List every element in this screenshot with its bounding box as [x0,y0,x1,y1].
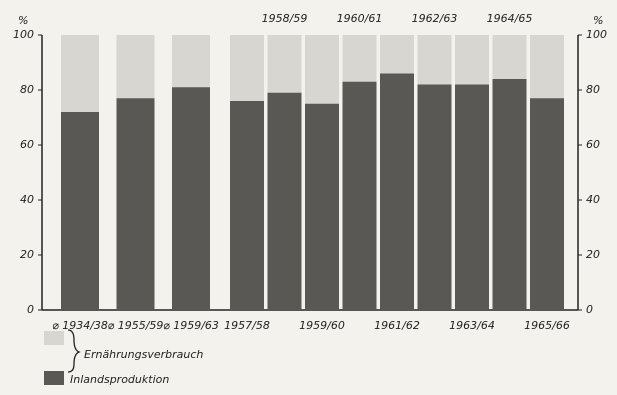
legend-label: Inlandsproduktion [70,373,169,386]
y-tick-label: 20 [20,248,34,261]
legend-swatch [44,331,64,345]
x-tick-label: 1964/65 [487,12,533,25]
y-tick-label: 60 [20,138,34,151]
x-tick-label: 1962/63 [412,12,458,25]
bar [455,84,489,310]
y2-tick-label: 40 [586,193,600,206]
bar [305,103,339,310]
bar [492,79,527,310]
x-tick-label: ⌀ 1934/38 [52,319,108,332]
legend-brace [67,329,81,373]
bar [417,84,452,310]
y-tick-label: 100 [13,28,34,41]
x-tick-label: ⌀ 1955/59 [108,319,164,332]
bar [61,112,99,310]
y2-tick-label: 20 [586,248,600,261]
x-tick-label: 1963/64 [449,319,495,332]
bar [267,92,302,310]
y2-tick-label: 80 [586,83,600,96]
bar [530,98,564,310]
x-tick-label: ⌀ 1959/63 [163,319,219,332]
x-tick-label: 1965/66 [524,319,570,332]
x-tick-label: 1957/58 [224,319,270,332]
y2-tick-label: 60 [586,138,600,151]
y-axis-label: % [18,14,28,27]
y-tick-label: 80 [20,83,34,96]
y2-tick-label: 0 [586,303,593,316]
bar [380,73,414,310]
bar [230,101,264,310]
x-tick-label: 1958/59 [262,12,308,25]
bar [116,98,155,310]
y-tick-label: 40 [20,193,34,206]
x-tick-label: 1959/60 [299,319,345,332]
y-tick-label: 0 [27,303,34,316]
legend-swatch [44,371,64,385]
y2-axis-label: % [593,14,603,27]
legend-label: Ernährungsverbrauch [84,348,203,361]
y2-tick-label: 100 [586,28,607,41]
bar [172,87,210,310]
x-tick-label: 1960/61 [337,12,383,25]
x-tick-label: 1961/62 [374,319,420,332]
bar [342,81,377,310]
